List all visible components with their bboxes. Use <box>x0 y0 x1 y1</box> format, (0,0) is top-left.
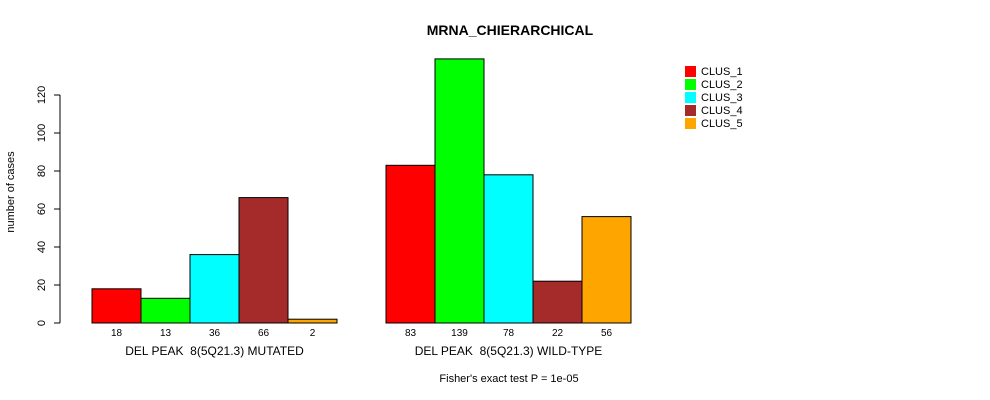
legend-swatch <box>685 118 696 129</box>
bar-value-label: 22 <box>552 328 564 339</box>
y-axis-label: number of cases <box>5 151 17 233</box>
y-tick-label: 80 <box>36 165 48 177</box>
bar-clus-2 <box>434 58 485 324</box>
y-tick-label: 20 <box>36 279 48 291</box>
bar-value-label: 56 <box>601 328 613 339</box>
chart-title: MRNA_CHIERARCHICAL <box>427 22 594 38</box>
y-tick-label: 0 <box>36 320 48 326</box>
bar-value-label: 13 <box>160 328 172 339</box>
bar-value-label: 18 <box>111 328 123 339</box>
legend-label: CLUS_3 <box>701 92 743 104</box>
y-axis: 0 20 40 60 80 100 120 <box>36 86 61 326</box>
bar-clus-3 <box>483 174 534 324</box>
legend-label: CLUS_5 <box>701 118 743 130</box>
bar-clus-4 <box>238 197 289 324</box>
bar-clus-5 <box>287 318 338 324</box>
bars <box>91 58 632 324</box>
bar-value-label: 78 <box>503 328 515 339</box>
legend-swatch <box>685 79 696 90</box>
legend-label: CLUS_4 <box>701 105 743 117</box>
fisher-test-footnote: Fisher's exact test P = 1e-05 <box>439 373 578 385</box>
group-label: DEL PEAK 8(5Q21.3) WILD-TYPE <box>415 344 603 358</box>
legend-swatch <box>685 105 696 116</box>
bar-clus-3 <box>189 254 240 324</box>
legend-swatch <box>685 66 696 77</box>
group-label: DEL PEAK 8(5Q21.3) MUTATED <box>125 344 304 358</box>
legend-swatch <box>685 92 696 103</box>
bar-value-label: 66 <box>258 328 270 339</box>
bar-clus-2 <box>140 297 191 324</box>
group-labels: DEL PEAK 8(5Q21.3) MUTATED DEL PEAK 8(5Q2… <box>125 344 602 358</box>
y-tick-label: 60 <box>36 203 48 215</box>
y-tick-label: 120 <box>36 86 48 104</box>
bar-clus-1 <box>91 288 142 324</box>
bar-clus-1 <box>385 164 436 324</box>
legend-label: CLUS_2 <box>701 79 743 91</box>
bar-value-label: 2 <box>310 328 316 339</box>
y-tick-label: 100 <box>36 124 48 142</box>
bar-clus-4 <box>532 280 583 324</box>
bar-value-label: 36 <box>209 328 221 339</box>
bar-value-label: 83 <box>405 328 417 339</box>
bar-value-label: 139 <box>451 328 468 339</box>
bar-clus-5 <box>581 216 632 324</box>
bar-value-labels: 18 13 36 66 2 83 139 78 22 56 <box>111 328 613 339</box>
y-tick-label: 40 <box>36 241 48 253</box>
legend-label: CLUS_1 <box>701 66 743 78</box>
